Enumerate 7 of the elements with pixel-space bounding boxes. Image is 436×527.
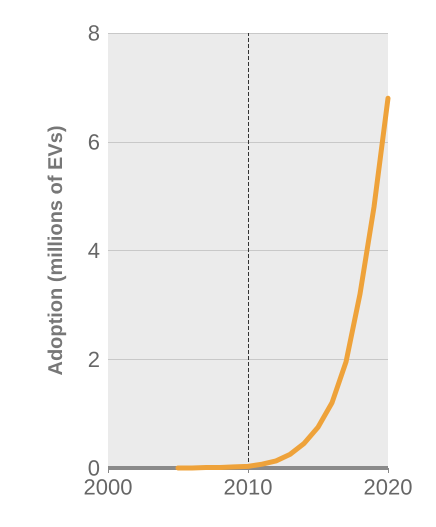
y-axis-title: Adoption (millions of EVs) bbox=[45, 126, 67, 376]
y-tick-label: 4 bbox=[88, 238, 100, 263]
y-tick-label: 6 bbox=[88, 129, 100, 154]
y-tick-label: 2 bbox=[88, 346, 100, 372]
x-tick-label: 2010 bbox=[224, 474, 272, 500]
y-tick-label: 8 bbox=[88, 20, 100, 46]
x-tick-label: 2020 bbox=[364, 474, 412, 500]
